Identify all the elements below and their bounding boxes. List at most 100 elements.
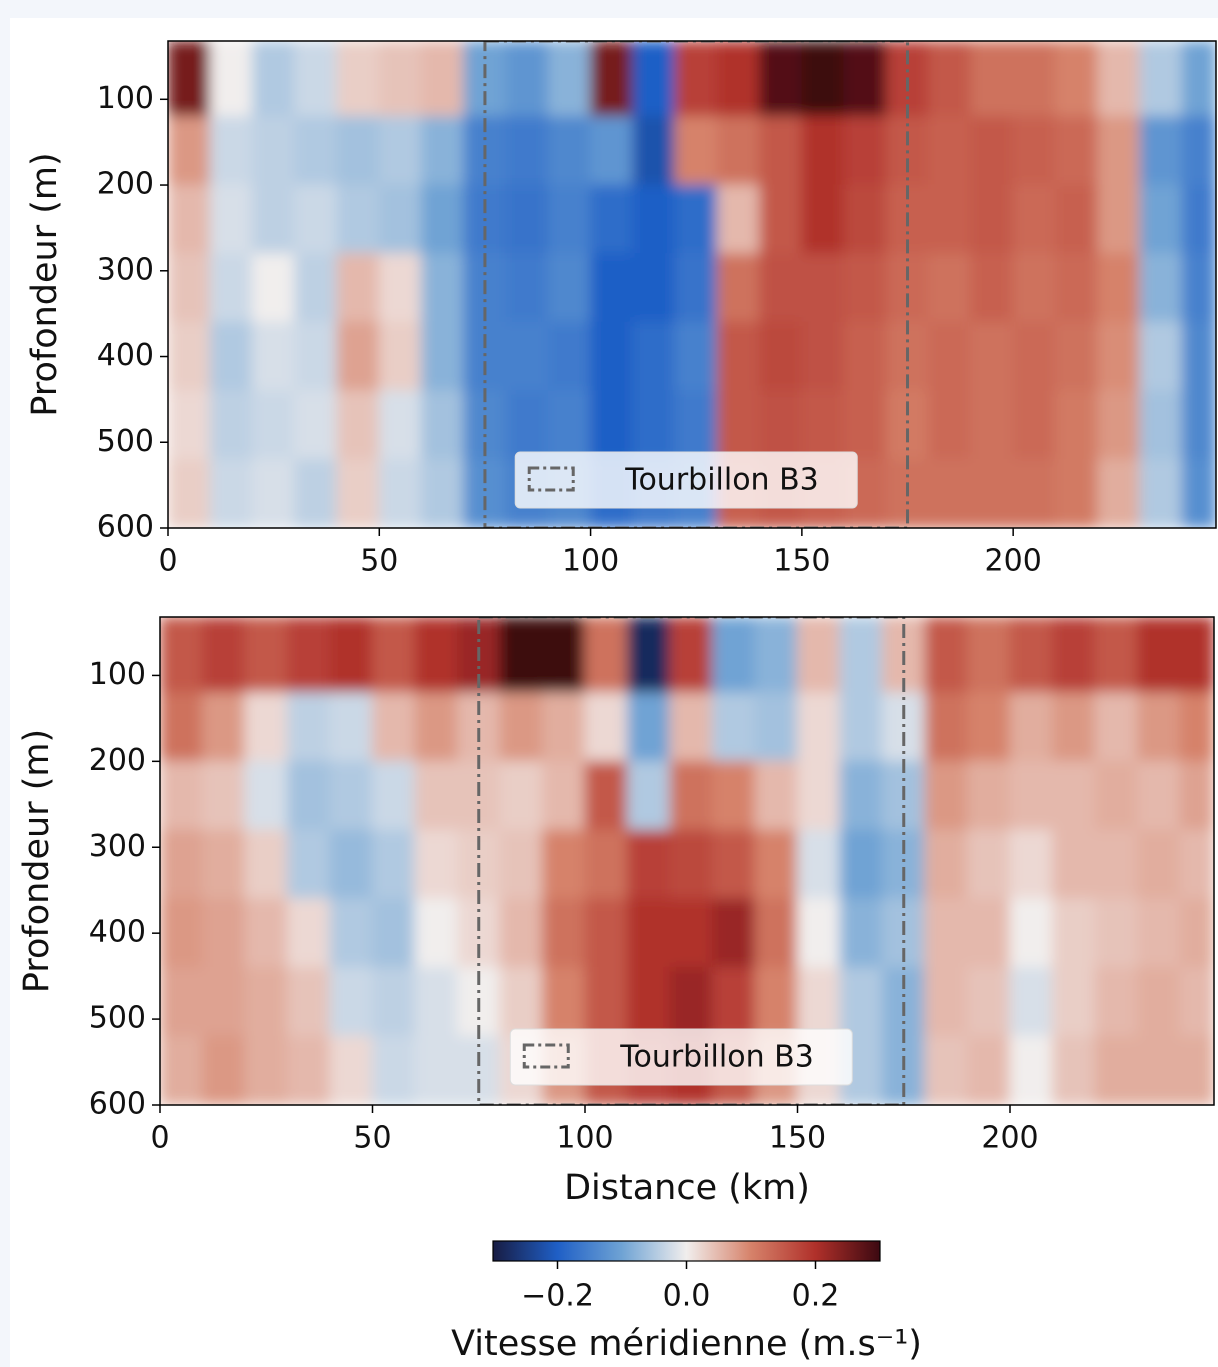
- heatmap-cell: [797, 617, 841, 694]
- heatmap-cell: [716, 321, 761, 392]
- heatmap-cell: [627, 898, 671, 969]
- heatmap-cell: [1097, 321, 1141, 392]
- heatmap-cell: [209, 41, 254, 117]
- heatmap-cell: [839, 617, 883, 694]
- heatmap-cell: [499, 760, 543, 831]
- eddy-box: [483, 41, 910, 528]
- heatmap-cell: [1139, 321, 1183, 392]
- x-axis-title: Distance (km): [564, 1168, 810, 1208]
- heatmap-cell: [716, 253, 761, 323]
- heatmap-cell: [924, 760, 968, 831]
- heatmap-cell: [759, 41, 803, 117]
- heatmap-cell: [1054, 253, 1099, 323]
- heatmap-cell: [843, 184, 887, 255]
- y-tick-label: 100: [97, 81, 154, 116]
- heatmap-cell: [287, 829, 331, 900]
- heatmap-cell: [1052, 898, 1096, 969]
- heatmap-cell: [797, 967, 841, 1037]
- heatmap-cell: [505, 253, 549, 323]
- heatmap-cell: [669, 617, 713, 694]
- heatmap-cell: [1009, 1035, 1053, 1105]
- heatmap-cell: [843, 41, 887, 117]
- heatmap-cell: [505, 321, 549, 392]
- heatmap-cell: [421, 321, 465, 392]
- legend-box: [514, 451, 858, 509]
- heatmap-cell: [754, 617, 798, 694]
- heatmap-cell: [590, 184, 634, 255]
- heatmap-cell: [542, 692, 586, 762]
- heatmap-cell: [287, 692, 331, 762]
- heatmap-cell: [967, 898, 1011, 969]
- heatmap-cell: [202, 1035, 246, 1105]
- heatmap-cell: [797, 829, 841, 900]
- heatmap-cell: [584, 692, 628, 762]
- heatmap-cell: [378, 390, 423, 460]
- heatmap-cell: [797, 760, 841, 831]
- heatmap-cell: [627, 692, 671, 762]
- heatmap-cell: [329, 617, 373, 694]
- heatmap-cell: [202, 692, 246, 762]
- heatmap-cell: [414, 1035, 458, 1105]
- heatmap-cell: [1181, 321, 1216, 392]
- heatmap-cell: [209, 253, 254, 323]
- heatmap-cell: [244, 760, 288, 831]
- heatmap-cell: [329, 829, 373, 900]
- heatmap-cell: [967, 692, 1011, 762]
- heatmap-cell: [336, 41, 380, 117]
- heatmap-cell: [584, 760, 628, 831]
- heatmap-cell: [632, 41, 676, 117]
- heatmap-cell: [542, 617, 586, 694]
- heatmap-cell: [1094, 692, 1138, 762]
- heatmap-cell: [928, 253, 972, 323]
- heatmap-cell: [505, 41, 549, 117]
- heatmap-cell: [499, 967, 543, 1037]
- heatmap-cell: [244, 898, 288, 969]
- heatmap-cell: [244, 692, 288, 762]
- heatmap-cell: [843, 321, 887, 392]
- y-tick-label: 200: [89, 743, 146, 778]
- heatmap-cell: [669, 829, 713, 900]
- heatmap-cell: [160, 692, 203, 762]
- heatmap-cell: [499, 898, 543, 969]
- y-tick-label: 600: [89, 1087, 146, 1122]
- heatmap-cell: [669, 692, 713, 762]
- heatmap-cell: [1139, 41, 1183, 117]
- heatmap-cell: [716, 184, 761, 255]
- heatmap-cell: [1179, 692, 1214, 762]
- heatmap-cell: [547, 115, 592, 186]
- y-tick-label: 300: [97, 252, 154, 287]
- heatmap-cell: [499, 692, 543, 762]
- heatmap-cell: [1012, 390, 1056, 460]
- heatmap-cell: [590, 321, 634, 392]
- heatmap-cell: [209, 390, 254, 460]
- heatmap-cell: [329, 692, 373, 762]
- heatmap-cell: [505, 184, 549, 255]
- heatmap-cell: [1054, 458, 1099, 528]
- heatmap-cell: [754, 760, 798, 831]
- heatmap-cell: [372, 829, 416, 900]
- heatmap-cell: [590, 115, 634, 186]
- heatmap-cell: [627, 967, 671, 1037]
- heatmap-cell: [505, 115, 549, 186]
- heatmap-cell: [160, 617, 203, 694]
- heatmap-cell: [970, 390, 1014, 460]
- heatmap-cell: [1054, 390, 1099, 460]
- heatmap-cell: [759, 184, 803, 255]
- heatmap-cell: [590, 41, 634, 117]
- y-tick-label: 100: [89, 657, 146, 692]
- heatmap-cell: [287, 760, 331, 831]
- x-tick-label: 0: [158, 544, 177, 579]
- heatmap-cell: [1009, 692, 1053, 762]
- heatmap-cell: [759, 390, 803, 460]
- heatmap-cell: [924, 898, 968, 969]
- heatmap-cell: [287, 1035, 331, 1105]
- heatmap-cell: [1179, 967, 1214, 1037]
- heatmap-cell: [843, 390, 887, 460]
- heatmap-cell: [839, 829, 883, 900]
- eddy-box: [477, 617, 906, 1105]
- heatmap-cell: [970, 184, 1014, 255]
- legend-label: Tourbillon B3: [619, 1040, 814, 1075]
- legend-swatch: [527, 466, 575, 492]
- heatmap-cell: [584, 898, 628, 969]
- heatmap-cell: [590, 390, 634, 460]
